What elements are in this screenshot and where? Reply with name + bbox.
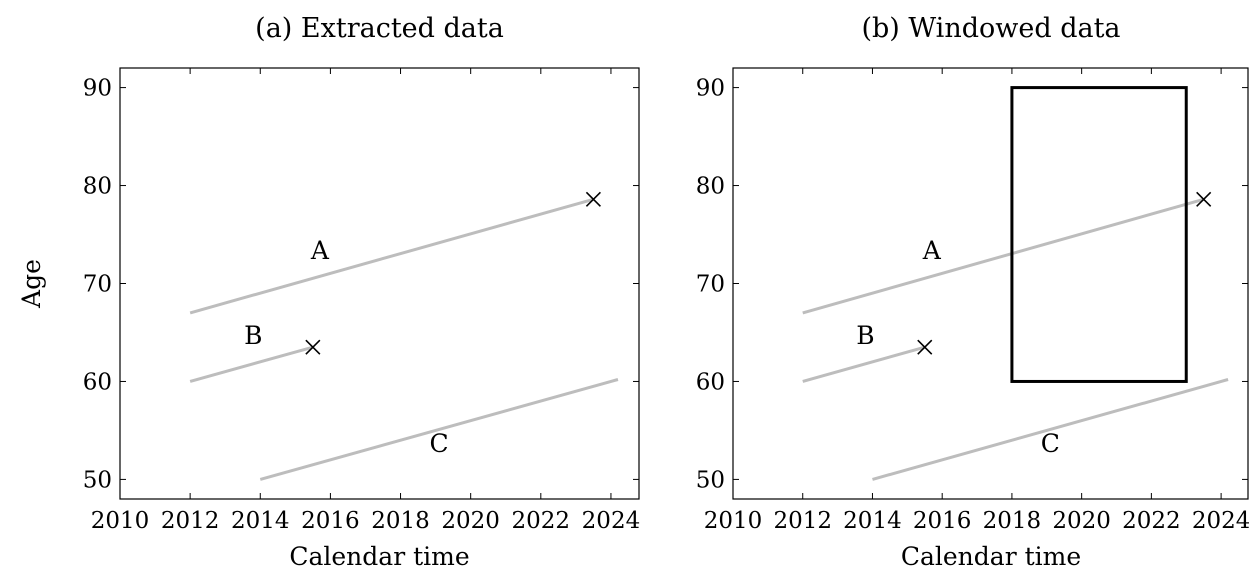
end-marker-b xyxy=(305,339,321,355)
y-tick-label: 90 xyxy=(83,76,112,102)
y-tick-label: 90 xyxy=(696,76,725,102)
x-tick-label: 2012 xyxy=(773,508,832,534)
y-tick-label: 50 xyxy=(696,467,725,493)
x-tick-label: 2018 xyxy=(983,508,1042,534)
y-tick-label: 80 xyxy=(83,174,112,200)
y-tick-label: 60 xyxy=(83,369,112,395)
x-tick-label: 2024 xyxy=(1192,508,1249,534)
x-tick-label: 2020 xyxy=(1052,508,1111,534)
y-tick-label: 60 xyxy=(696,369,725,395)
plot-frame xyxy=(119,67,640,500)
x-tick-label: 2014 xyxy=(843,508,902,534)
x-tick-label: 2018 xyxy=(371,508,430,534)
series-line-c xyxy=(872,378,1229,481)
series-line-a xyxy=(189,197,594,315)
x-tick-label: 2022 xyxy=(1122,508,1181,534)
series-line-c xyxy=(259,378,619,481)
series-label-a: A xyxy=(922,236,942,265)
x-tick-label: 2014 xyxy=(231,508,290,534)
series-label-c: C xyxy=(1041,429,1060,458)
window-rectangle xyxy=(1010,86,1188,383)
end-marker-a xyxy=(585,191,601,207)
panel-b: (b) Windowed data 2010 2012 2014 2016 2018 202… xyxy=(696,13,1249,571)
y-axis-label: Age xyxy=(17,259,46,309)
plot-frame xyxy=(732,67,1249,500)
series-line-b xyxy=(802,345,926,383)
series-label-b: B xyxy=(244,321,262,350)
x-tick-label: 2016 xyxy=(913,508,972,534)
y-tick-label: 70 xyxy=(696,272,725,298)
series-label-b: B xyxy=(856,321,874,350)
y-tick-label: 80 xyxy=(696,174,725,200)
x-tick-label: 2020 xyxy=(441,508,500,534)
x-tick-label: 2022 xyxy=(512,508,571,534)
x-tick-label: 2010 xyxy=(704,508,763,534)
panel-title: (b) Windowed data xyxy=(861,13,1120,44)
end-marker-b xyxy=(917,339,933,355)
x-tick-label: 2024 xyxy=(582,508,641,534)
end-marker-a xyxy=(1196,191,1212,207)
y-tick-label: 50 xyxy=(83,467,112,493)
series-line-b xyxy=(189,345,314,383)
x-tick-label: 2016 xyxy=(301,508,360,534)
x-axis-label: Calendar time xyxy=(289,542,469,571)
series-label-c: C xyxy=(430,429,449,458)
x-tick-label: 2010 xyxy=(91,508,150,534)
x-axis-label: Calendar time xyxy=(901,542,1081,571)
panel-title: (a) Extracted data xyxy=(255,13,504,44)
panel-a: (a) Extracted data 2010 2012 2014 2016 2018 20… xyxy=(17,13,640,571)
x-tick-label: 2012 xyxy=(161,508,220,534)
series-label-a: A xyxy=(310,236,330,265)
y-tick-label: 70 xyxy=(83,272,112,298)
series-line-a xyxy=(802,197,1205,315)
